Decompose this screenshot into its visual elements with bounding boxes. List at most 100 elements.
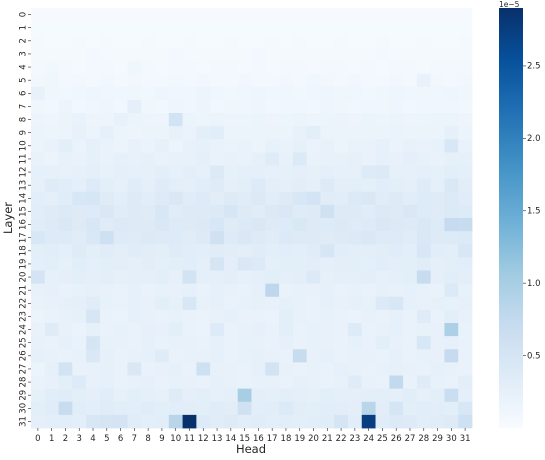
- heatmap-cell: [361, 204, 376, 219]
- heatmap-cell: [375, 257, 390, 271]
- heatmap-cell: [334, 309, 349, 324]
- x-tick-label: 13: [212, 434, 223, 444]
- heatmap-cell: [113, 60, 128, 75]
- heatmap-cell: [155, 126, 170, 140]
- heatmap-cell: [403, 375, 418, 390]
- heatmap-cell: [72, 231, 87, 245]
- heatmap-cell: [444, 34, 459, 48]
- heatmap-cell: [416, 401, 432, 416]
- heatmap-cell: [430, 309, 445, 324]
- heatmap-cell: [31, 178, 46, 193]
- heatmap-cell: [251, 296, 266, 311]
- heatmap-cell: [182, 323, 197, 337]
- heatmap-cell: [265, 178, 280, 193]
- heatmap-cell: [223, 336, 239, 350]
- heatmap-cell: [31, 375, 46, 390]
- heatmap-cell: [279, 349, 294, 363]
- heatmap-cell: [210, 139, 225, 153]
- heatmap-cell: [223, 152, 239, 166]
- heatmap-cell: [251, 231, 266, 245]
- heatmap-cell: [237, 349, 252, 363]
- heatmap-cell: [155, 204, 170, 219]
- heatmap-cell: [361, 8, 376, 22]
- heatmap-cell: [265, 191, 280, 206]
- heatmap-cell: [430, 231, 445, 245]
- heatmap-cell: [86, 283, 101, 298]
- heatmap-cell: [182, 244, 197, 258]
- heatmap-cell: [444, 270, 459, 285]
- heatmap-cell: [389, 336, 404, 350]
- heatmap-cell: [416, 86, 432, 101]
- heatmap-cell: [361, 231, 376, 245]
- heatmap-cell: [375, 126, 390, 140]
- heatmap-cell: [196, 165, 211, 180]
- heatmap-cell: [155, 99, 170, 114]
- heatmap-cell: [223, 86, 239, 101]
- heatmap-cell: [210, 231, 225, 245]
- heatmap-cell: [375, 152, 390, 166]
- heatmap-cell: [375, 231, 390, 245]
- heatmap-cell: [389, 139, 404, 153]
- heatmap-cell: [279, 270, 294, 285]
- heatmap-cell: [168, 86, 183, 101]
- heatmap-cell: [306, 231, 321, 245]
- heatmap-cell: [237, 73, 252, 88]
- heatmap-cell: [127, 309, 142, 324]
- heatmap-cell: [44, 388, 59, 403]
- heatmap-cell: [416, 34, 432, 48]
- heatmap-cell: [320, 309, 335, 324]
- heatmap-cell: [389, 296, 404, 311]
- heatmap-cell: [99, 178, 115, 193]
- heatmap-cell: [99, 21, 115, 35]
- heatmap-cell: [223, 296, 239, 311]
- heatmap-cell: [168, 204, 183, 219]
- heatmap-cell: [196, 388, 211, 403]
- heatmap-cell: [99, 362, 115, 376]
- heatmap-cell: [182, 113, 197, 127]
- heatmap-cell: [375, 362, 390, 376]
- heatmap-cell: [168, 309, 183, 324]
- heatmap-cell: [31, 362, 46, 376]
- heatmap-cell: [155, 323, 170, 337]
- heatmap-cell: [403, 257, 418, 271]
- heatmap-cell: [375, 270, 390, 285]
- heatmap-cell: [403, 165, 418, 180]
- heatmap-cell: [458, 362, 473, 376]
- heatmap-cell: [223, 231, 239, 245]
- heatmap-cell: [251, 60, 266, 75]
- heatmap-cell: [31, 309, 46, 324]
- heatmap-cell: [334, 244, 349, 258]
- heatmap-cell: [168, 244, 183, 258]
- heatmap-cell: [347, 362, 363, 376]
- heatmap-cell: [141, 21, 156, 35]
- heatmap-cell: [58, 257, 73, 271]
- heatmap-cell: [389, 8, 404, 22]
- heatmap-cell: [237, 257, 252, 271]
- heatmap-cell: [127, 21, 142, 35]
- heatmap-cell: [389, 414, 404, 429]
- heatmap-cell: [196, 60, 211, 75]
- heatmap-cell: [113, 73, 128, 88]
- heatmap-cell: [127, 204, 142, 219]
- heatmap-cell: [127, 401, 142, 416]
- y-tick-label: 25: [19, 337, 29, 348]
- x-tick-label: 12: [198, 434, 209, 444]
- heatmap-cell: [347, 21, 363, 35]
- heatmap-cell: [375, 388, 390, 403]
- heatmap-cell: [458, 8, 473, 22]
- y-tick-label: 5: [19, 77, 29, 82]
- heatmap-cell: [58, 99, 73, 114]
- heatmap-cell: [292, 152, 308, 166]
- heatmap-cell: [320, 165, 335, 180]
- heatmap-cell: [196, 218, 211, 232]
- heatmap-cell: [430, 73, 445, 88]
- heatmap-cell: [251, 309, 266, 324]
- heatmap-cell: [210, 34, 225, 48]
- heatmap-cell: [375, 336, 390, 350]
- heatmap-cell: [347, 8, 363, 22]
- heatmap-cell: [292, 218, 308, 232]
- heatmap-cell: [265, 113, 280, 127]
- heatmap-cell: [58, 231, 73, 245]
- heatmap-cell: [72, 401, 87, 416]
- heatmap-cell: [31, 388, 46, 403]
